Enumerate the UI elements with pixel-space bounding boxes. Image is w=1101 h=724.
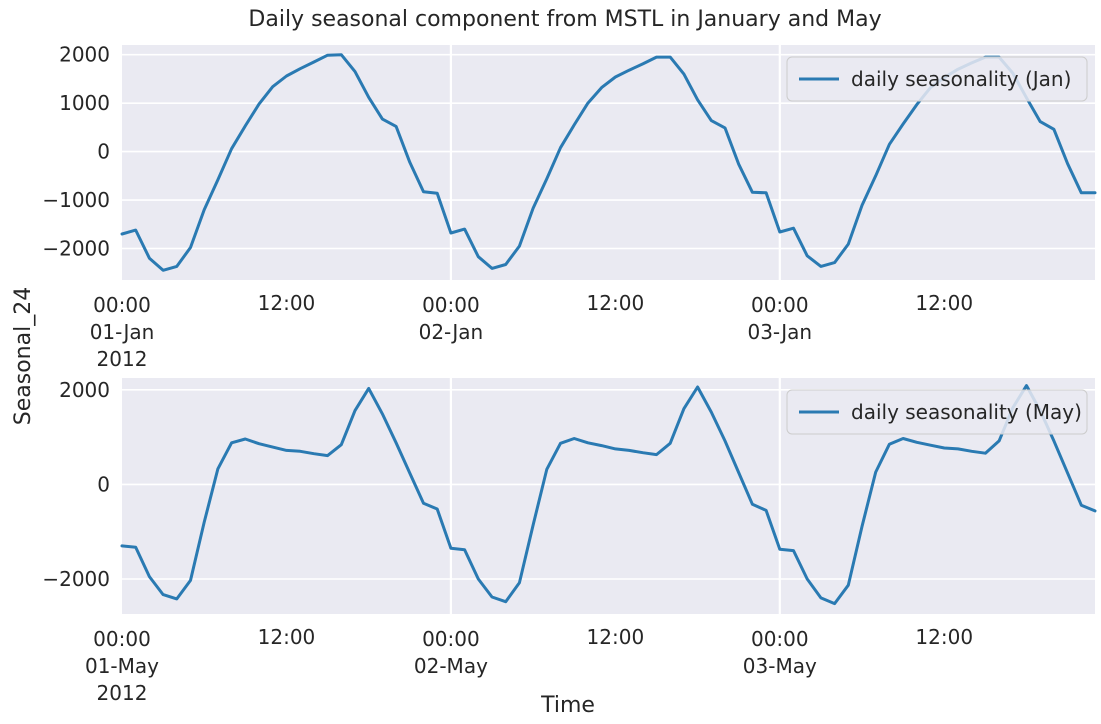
x-tick-label-may: 00:00 — [751, 627, 809, 651]
x-tick-label-may: 12:00 — [258, 625, 316, 649]
x-tick-label-may: 2012 — [97, 681, 148, 705]
chart-title: Daily seasonal component from MSTL in Ja… — [248, 7, 881, 32]
x-tick-label-jan: 12:00 — [587, 291, 645, 315]
y-axis-label: Seasonal_24 — [11, 287, 36, 425]
y-tick-label-may: 2000 — [59, 378, 110, 402]
x-tick-label-jan: 2012 — [97, 347, 148, 371]
y-tick-label-jan: −2000 — [42, 237, 110, 261]
y-tick-label-jan: −1000 — [42, 188, 110, 212]
x-axis-label: Time — [540, 693, 595, 718]
x-tick-label-may: 12:00 — [587, 625, 645, 649]
series-line-may — [120, 384, 1097, 606]
x-tick-label-may: 03-May — [743, 654, 817, 678]
legend-jan: daily seasonality (Jan) — [786, 56, 1088, 102]
legend-may: daily seasonality (May) — [786, 389, 1088, 435]
x-tick-label-jan: 12:00 — [915, 291, 973, 315]
x-tick-label-may: 01-May — [85, 654, 159, 678]
y-tick-label-jan: 0 — [97, 140, 110, 164]
x-tick-label-may: 00:00 — [93, 627, 151, 651]
x-tick-label-jan: 01-Jan — [90, 320, 155, 344]
x-tick-label-jan: 00:00 — [93, 293, 151, 317]
x-tick-label-jan: 12:00 — [258, 291, 316, 315]
x-tick-label-jan: 00:00 — [751, 293, 809, 317]
x-tick-label-may: 02-May — [414, 654, 488, 678]
legend-label-may: daily seasonality (May) — [851, 400, 1082, 424]
x-tick-label-jan: 00:00 — [422, 293, 480, 317]
x-tick-label-may: 00:00 — [422, 627, 480, 651]
y-tick-label-jan: 2000 — [59, 43, 110, 67]
legend-label-jan: daily seasonality (Jan) — [851, 67, 1071, 91]
y-tick-label-jan: 1000 — [59, 91, 110, 115]
y-tick-label-may: −2000 — [42, 567, 110, 591]
y-tick-label-may: 0 — [97, 472, 110, 496]
chart-panel-may: −2000 0 2000 00:00 01-May 2012 12:00 00:00 02-Ma… — [42, 378, 1097, 705]
chart-panel-jan: −2000 −1000 0 1000 2000 00:00 01-Jan 2012 12:00 0… — [42, 43, 1097, 371]
legend-box-jan — [786, 56, 1088, 102]
legend-box-may — [786, 389, 1088, 435]
x-tick-label-jan: 03-Jan — [747, 320, 812, 344]
x-tick-label-may: 12:00 — [915, 625, 973, 649]
x-tick-label-jan: 02-Jan — [419, 320, 484, 344]
